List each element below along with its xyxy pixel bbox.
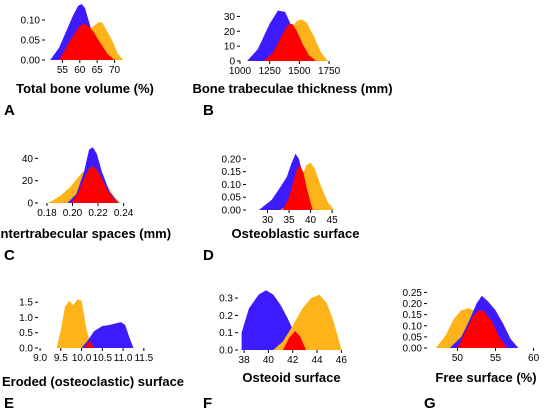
- x-tick-label: 11.0: [114, 353, 133, 364]
- x-tick-label: 42: [287, 355, 299, 366]
- y-tick-label: 20: [22, 176, 34, 187]
- x-tick-label: 60: [528, 353, 540, 364]
- y-tick-label: 0.5: [19, 328, 33, 339]
- x-tick-label: 10.5: [93, 353, 113, 364]
- panel-c: 0 20 40 0.18 0.20 0.22 0.24 Intertrabecular spa…: [0, 147, 171, 264]
- panel-b: 0 10 20 30 1000 1250 1500 1750 Bone trabeculae t…: [192, 10, 393, 119]
- y-tick-label: 30: [224, 12, 236, 23]
- panel-letter: C: [4, 247, 15, 264]
- density-area-red: [263, 23, 316, 61]
- x-tick-label: 0.24: [114, 208, 134, 219]
- panel-g: 0.000.050.100.150.200.25 50 55 60 Free surfa…: [403, 288, 540, 412]
- x-axis-label: Osteoblastic surface: [232, 226, 360, 241]
- x-tick-label: 0.18: [37, 208, 57, 219]
- y-tick-label: 1.5: [19, 298, 33, 309]
- panel-letter: A: [4, 102, 15, 119]
- x-axis-label: Bone trabeculae thickness (mm): [192, 81, 392, 96]
- x-tick-label: 45: [327, 215, 339, 226]
- panel-letter: E: [4, 395, 14, 412]
- y-tick-label: 0.0: [219, 346, 233, 357]
- panel-e: 0.0 0.5 1.0 1.5 9.0 9.5 10.0 10.5 11.0 11.5 Eroded…: [2, 298, 184, 412]
- y-tick-label: 0.20: [222, 154, 242, 165]
- x-tick-label: 70: [109, 65, 121, 76]
- y-tick-label: 0.00: [21, 56, 41, 67]
- x-tick-label: 50: [452, 353, 464, 364]
- y-tick-label: 0.10: [21, 16, 41, 27]
- x-tick-label: 60: [74, 65, 86, 76]
- panel-letter: B: [203, 102, 214, 119]
- x-tick-label: 55: [490, 353, 502, 364]
- x-tick-label: 10.0: [72, 353, 92, 364]
- x-tick-label: 65: [92, 65, 104, 76]
- density-area-red: [58, 24, 115, 60]
- y-tick-label: 10: [224, 42, 236, 53]
- y-tick-label: 0.00: [222, 206, 242, 217]
- y-tick-label: 1.0: [19, 313, 33, 324]
- density-area-red: [84, 341, 94, 348]
- y-tick-label: 0: [229, 57, 235, 68]
- y-tick-label: 0.2: [219, 311, 233, 322]
- x-tick-label: 40: [263, 355, 275, 366]
- panel-d: 0.00 0.05 0.10 0.15 0.20 30 35 40 45Osteoblastic…: [203, 153, 360, 264]
- y-tick-label: 20: [224, 27, 236, 38]
- x-tick-label: 9.5: [54, 353, 68, 364]
- x-tick-label: 40: [305, 215, 317, 226]
- x-tick-label: 1250: [259, 66, 282, 77]
- x-axis-label: Eroded (osteoclastic) surface: [2, 374, 184, 389]
- x-tick-label: 1500: [288, 66, 311, 77]
- y-tick-label: 40: [22, 154, 34, 165]
- x-tick-label: 44: [311, 355, 323, 366]
- density-area-red: [282, 165, 313, 210]
- y-tick-label: 0: [27, 199, 33, 210]
- panel-a: 0.00 0.05 0.10 55 60 65 70 Total bone volume (%…: [4, 4, 154, 119]
- density-area-red: [283, 331, 307, 350]
- density-area-blue: [81, 322, 134, 348]
- x-tick-label: 9.0: [33, 353, 47, 364]
- x-tick-label: 0.20: [63, 208, 83, 219]
- panel-letter: F: [203, 395, 212, 412]
- y-tick-label: 0.05: [21, 36, 41, 47]
- x-tick-label: 55: [57, 65, 69, 76]
- x-tick-label: 1750: [318, 66, 341, 77]
- x-tick-label: 30: [262, 215, 274, 226]
- y-tick-label: 0.05: [222, 193, 242, 204]
- x-tick-label: 46: [336, 355, 348, 366]
- y-tick-label: 0.3: [219, 294, 233, 305]
- y-tick-label: 0.10: [222, 180, 242, 191]
- x-axis-label: Osteoid surface: [242, 370, 340, 385]
- y-tick-label: 0.10: [403, 321, 423, 332]
- y-tick-label: 0.05: [403, 332, 423, 343]
- y-tick-label: 0.1: [219, 328, 233, 339]
- density-area-orange: [273, 294, 342, 350]
- density-area-red: [457, 310, 507, 348]
- x-tick-label: 1000: [229, 66, 252, 77]
- y-tick-label: 0.0: [19, 344, 33, 355]
- y-tick-label: 0.25: [403, 288, 423, 299]
- y-tick-label: 0.20: [403, 299, 423, 310]
- x-axis-label: Free surface (%): [435, 370, 536, 385]
- density-area-orange: [56, 299, 94, 348]
- x-axis-label: Total bone volume (%): [16, 81, 154, 96]
- panel-letter: D: [203, 247, 214, 264]
- panel-f: 0.0 0.1 0.2 0.3 38 40 42 44 46 Osteoid surface F: [203, 290, 347, 412]
- x-tick-label: 35: [283, 215, 295, 226]
- x-tick-label: 11.5: [134, 353, 153, 364]
- panel-letter: G: [424, 395, 436, 412]
- x-tick-label: 38: [239, 355, 251, 366]
- y-tick-label: 0.00: [403, 344, 423, 355]
- y-tick-label: 0.15: [403, 310, 423, 321]
- density-area-red: [71, 166, 118, 203]
- x-tick-label: 0.22: [88, 208, 108, 219]
- x-axis-label: Intertrabecular spaces (mm): [0, 226, 171, 241]
- y-tick-label: 0.15: [222, 167, 242, 178]
